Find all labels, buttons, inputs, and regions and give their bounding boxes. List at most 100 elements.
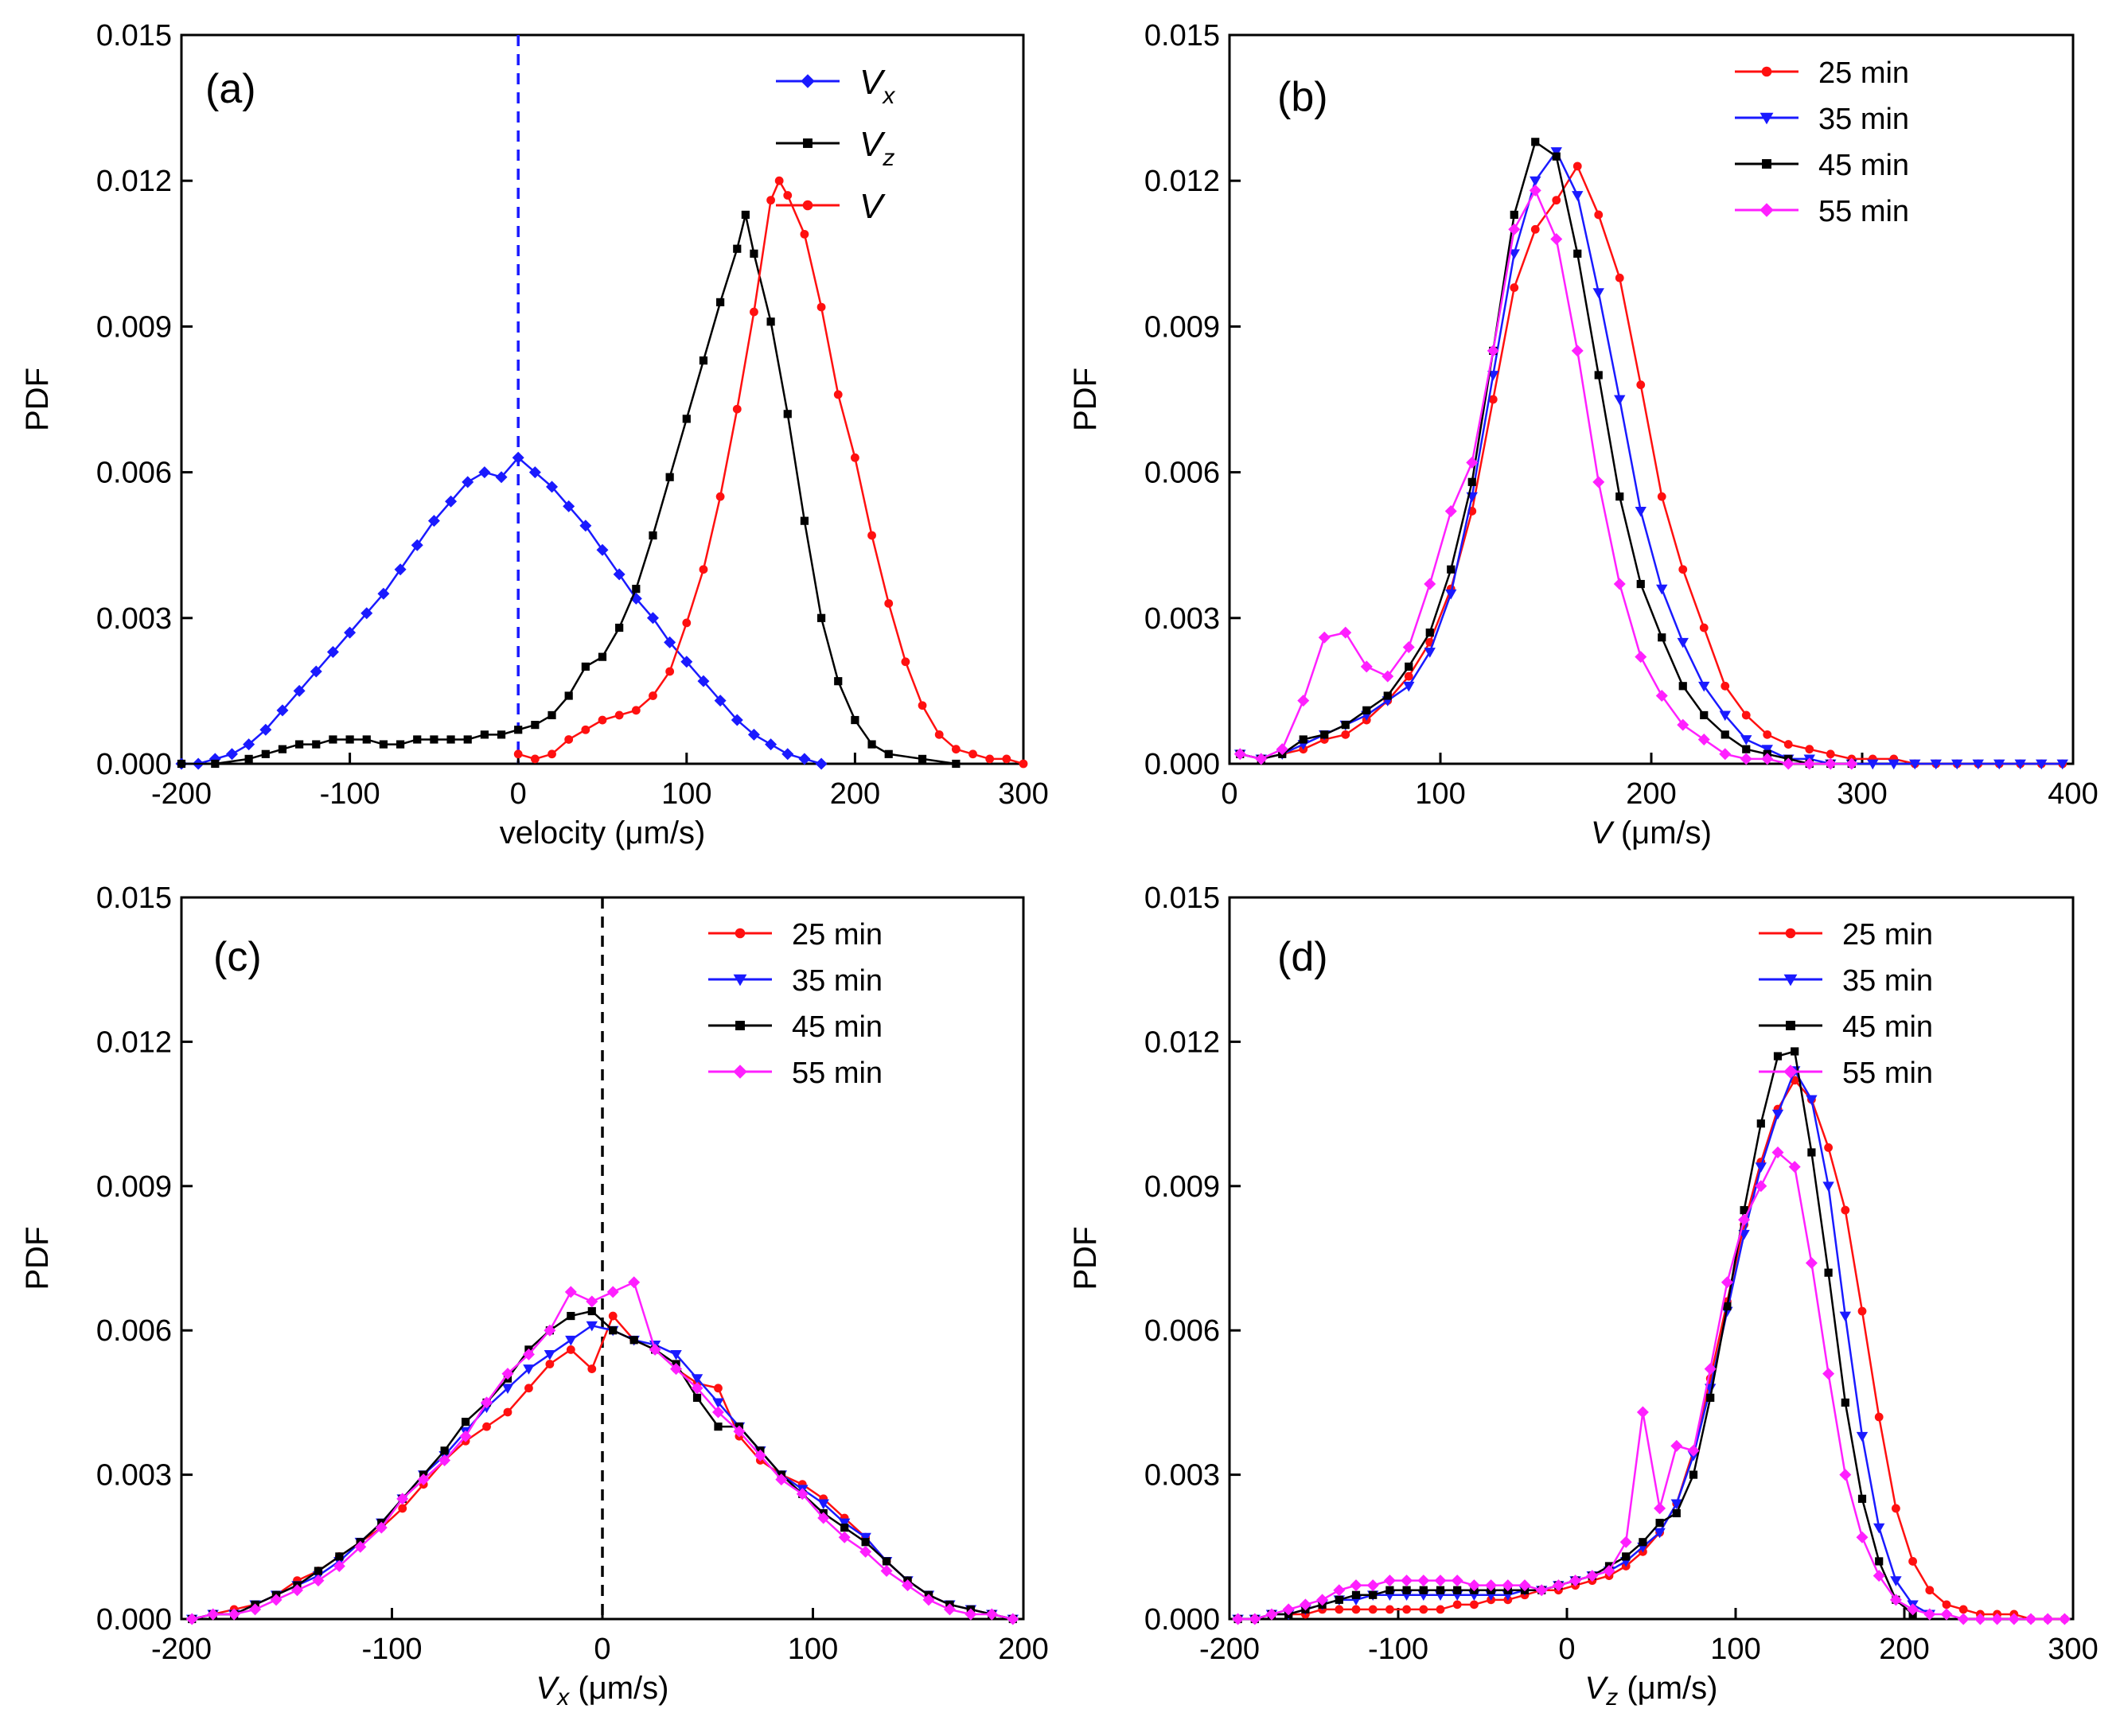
data-point (665, 473, 674, 481)
data-point (1529, 184, 1541, 197)
panel-label: (a) (205, 66, 256, 112)
data-point (567, 1311, 575, 1321)
data-point (1255, 753, 1268, 765)
data-point (670, 1363, 683, 1376)
data-point (513, 749, 523, 759)
data-point (1635, 507, 1647, 517)
legend-marker (733, 1065, 747, 1079)
data-point (1740, 735, 1752, 745)
data-point (1822, 1181, 1834, 1192)
data-point (1622, 1552, 1631, 1561)
data-point (1614, 395, 1626, 406)
data-point (816, 302, 826, 312)
x-tick-label: 200 (998, 1633, 1048, 1666)
y-tick-label: 0.009 (96, 310, 172, 344)
legend-entry: 45 min (1842, 1010, 1933, 1044)
legend-marker (801, 74, 815, 88)
data-point (530, 754, 540, 764)
data-point (1704, 1363, 1717, 1376)
data-point (2008, 1613, 2021, 1625)
data-point (1783, 740, 1793, 749)
data-point (1282, 1603, 1295, 1616)
data-point (1719, 710, 1731, 722)
data-point (1419, 1586, 1428, 1594)
data-point (1677, 718, 1689, 731)
data-point (781, 748, 794, 761)
data-point (438, 1454, 451, 1466)
data-point (1890, 1576, 1902, 1586)
data-point (1942, 1600, 1951, 1609)
data-point (1873, 1570, 1885, 1582)
legend-entry: 45 min (792, 1010, 883, 1044)
legend-marker (735, 1021, 745, 1030)
y-tick-label: 0.000 (1144, 1603, 1220, 1637)
y-axis-label: PDF (20, 368, 55, 431)
legend-entry: 25 min (1842, 918, 1933, 952)
data-point (1487, 344, 1499, 357)
data-point (522, 1348, 535, 1360)
legend-marker (802, 200, 813, 211)
data-point (290, 1584, 303, 1597)
data-point (563, 500, 575, 512)
data-point (1974, 1613, 1986, 1625)
data-point (715, 492, 725, 501)
data-point (413, 735, 422, 744)
data-point (851, 453, 859, 462)
data-point (548, 749, 556, 759)
data-point (1636, 579, 1645, 589)
data-point (867, 740, 876, 749)
data-point (1424, 578, 1436, 590)
data-point (838, 1518, 851, 1529)
data-point (293, 684, 306, 697)
data-point (598, 715, 607, 725)
x-axis-label: Vz (μm/s) (1585, 1671, 1718, 1711)
series-line (1239, 140, 1852, 765)
legend-marker (1761, 66, 1772, 77)
data-point (1502, 1579, 1514, 1592)
data-point (714, 1423, 723, 1431)
data-point (1019, 759, 1028, 769)
data-point (918, 701, 927, 710)
data-point (1552, 152, 1561, 161)
data-point (1761, 753, 1774, 765)
data-point (1488, 395, 1498, 404)
data-point (1824, 1268, 1833, 1277)
data-point (691, 1374, 703, 1384)
data-point (523, 1364, 535, 1375)
data-point (1721, 730, 1729, 739)
data-point (243, 738, 255, 751)
x-axis-label: velocity (μm/s) (500, 815, 706, 850)
data-point (329, 735, 337, 744)
data-point (459, 1430, 472, 1442)
data-point (712, 1398, 724, 1409)
data-point (1655, 690, 1668, 703)
data-point (417, 1473, 430, 1486)
data-point (1742, 745, 1751, 753)
chart-panel-3: -200 -100 0 100 200 300 0.000 0.003 0.006 0.009 0.… (1068, 882, 2099, 1711)
data-point (1639, 1538, 1647, 1547)
data-point (1874, 1412, 1884, 1422)
data-point (833, 390, 843, 399)
data-point (1678, 682, 1687, 691)
data-point (2058, 1613, 2071, 1625)
x-tick-label: 100 (788, 1633, 838, 1666)
data-point (278, 745, 287, 753)
data-point (545, 1360, 555, 1368)
series-2-3 (185, 1276, 1019, 1625)
data-point (564, 691, 573, 700)
data-point (985, 1608, 998, 1621)
data-point (783, 191, 793, 200)
data-point (1761, 745, 1773, 755)
data-point (1805, 1257, 1818, 1270)
data-point (310, 665, 322, 678)
data-point (1957, 1613, 1970, 1625)
data-point (377, 587, 390, 600)
data-point (259, 723, 272, 736)
data-point (766, 317, 775, 326)
series-3-3 (1232, 1146, 2071, 1625)
x-tick-label: 0 (510, 777, 527, 811)
x-tick-label: 100 (1710, 1633, 1760, 1666)
series-line (1239, 150, 2063, 765)
data-point (1369, 1590, 1378, 1599)
data-point (934, 730, 944, 739)
